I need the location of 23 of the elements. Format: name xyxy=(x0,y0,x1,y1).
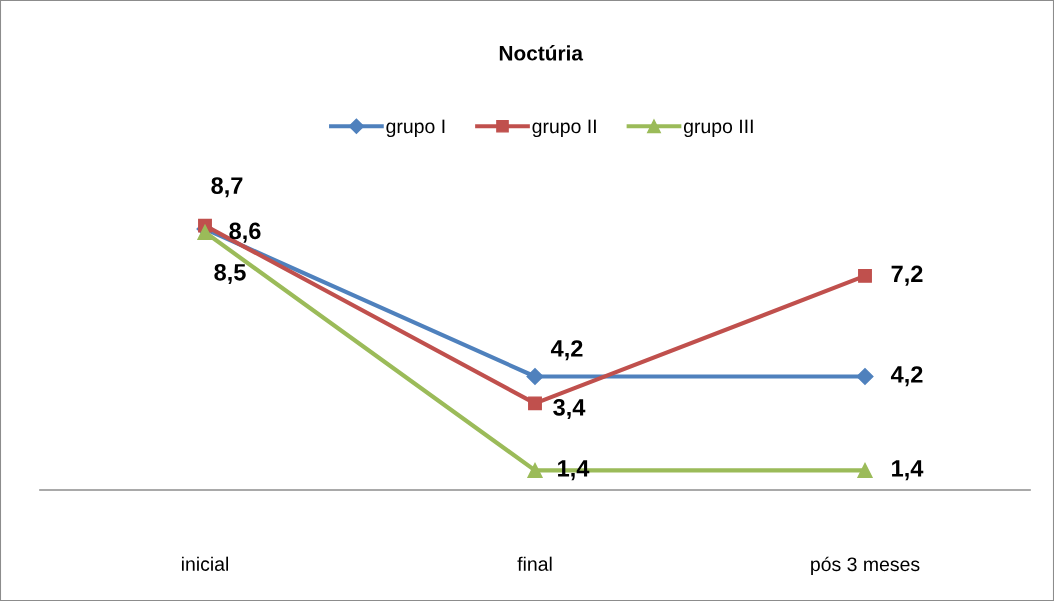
point xyxy=(528,396,542,411)
point xyxy=(526,367,544,386)
x-tick-label: final xyxy=(517,556,552,571)
point xyxy=(857,462,873,479)
point xyxy=(856,367,874,386)
data-label: 3,4 xyxy=(553,398,586,420)
x-tick-label: pós 3 meses xyxy=(811,556,920,576)
legend-label: grupo I xyxy=(386,119,445,138)
point xyxy=(197,224,213,240)
data-label: 8,7 xyxy=(211,177,243,198)
chart-title: Noctúria xyxy=(499,45,584,61)
data-label: 4,2 xyxy=(550,340,583,361)
data-label: 7,2 xyxy=(891,265,923,286)
point xyxy=(527,462,543,479)
data-label: 8,5 xyxy=(214,263,246,285)
point xyxy=(858,268,872,283)
data-label: 4,2 xyxy=(890,366,923,387)
data-label: 8,6 xyxy=(229,222,261,243)
legend-label: grupo II xyxy=(532,119,596,138)
data-label: 1,4 xyxy=(558,460,590,481)
data-label: 1,4 xyxy=(892,460,924,481)
legend-label: grupo III xyxy=(683,119,753,138)
x-tick-label: inicial xyxy=(181,556,229,571)
